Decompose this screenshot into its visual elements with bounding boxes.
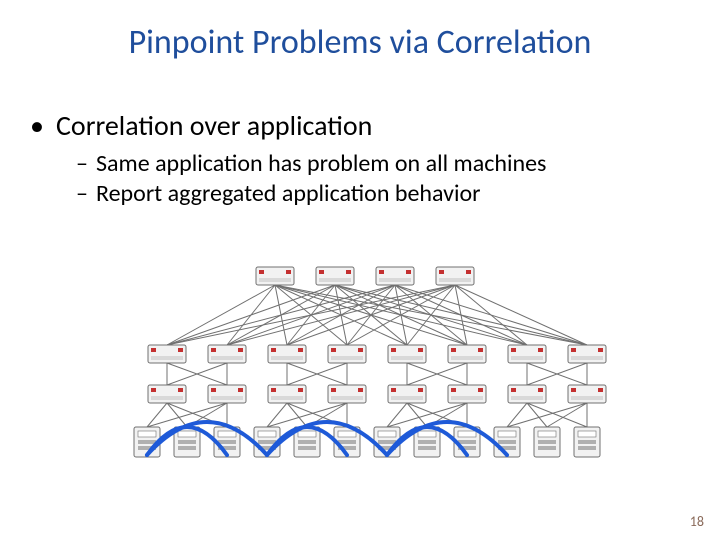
switch-node bbox=[568, 345, 606, 363]
switch-node bbox=[268, 345, 306, 363]
bullet-marker: – bbox=[76, 149, 96, 179]
bullet-marker: • bbox=[30, 108, 56, 143]
bullet-marker: – bbox=[76, 179, 96, 209]
highlight-layer bbox=[147, 422, 507, 455]
switch-node bbox=[436, 267, 474, 285]
network-diagram bbox=[110, 255, 610, 475]
bullet-text: Same application has problem on all mach… bbox=[96, 149, 546, 178]
switch-node bbox=[268, 385, 306, 403]
page-number: 18 bbox=[690, 513, 704, 530]
bullet-level-2: –Report aggregated application behavior bbox=[76, 179, 690, 209]
bullet-list: •Correlation over application –Same appl… bbox=[30, 108, 690, 209]
bullet-level-2: –Same application has problem on all mac… bbox=[76, 149, 690, 179]
correlation-arc bbox=[267, 422, 387, 455]
slide-title: Pinpoint Problems via Correlation bbox=[0, 22, 720, 63]
switch-node bbox=[448, 345, 486, 363]
bullet-text: Report aggregated application behavior bbox=[96, 179, 480, 208]
correlation-arc bbox=[387, 422, 507, 455]
correlation-arc bbox=[147, 422, 267, 455]
switch-node bbox=[148, 385, 186, 403]
switch-node bbox=[148, 345, 186, 363]
switch-node bbox=[328, 385, 366, 403]
server-node bbox=[574, 427, 600, 457]
switch-node bbox=[376, 267, 414, 285]
bullet-level-1: •Correlation over application bbox=[30, 108, 690, 143]
switch-node bbox=[208, 385, 246, 403]
switch-node bbox=[208, 345, 246, 363]
switch-node bbox=[508, 385, 546, 403]
switch-node bbox=[568, 385, 606, 403]
switch-node bbox=[388, 385, 426, 403]
switch-node bbox=[508, 345, 546, 363]
switch-node bbox=[256, 267, 294, 285]
bullet-text: Correlation over application bbox=[56, 108, 372, 143]
switch-node bbox=[448, 385, 486, 403]
switch-node bbox=[388, 345, 426, 363]
switch-node bbox=[316, 267, 354, 285]
server-node bbox=[534, 427, 560, 457]
switch-node bbox=[328, 345, 366, 363]
